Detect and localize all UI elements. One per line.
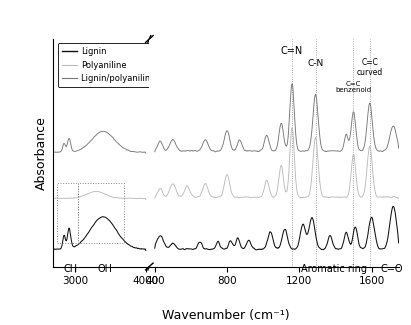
Text: C=C
benzenoid: C=C benzenoid bbox=[335, 81, 372, 93]
Text: C=C
curved: C=C curved bbox=[357, 58, 383, 77]
Text: OH: OH bbox=[98, 264, 113, 274]
Legend: Lignin, Polyaniline, Lignin/polyaniline composite: Lignin, Polyaniline, Lignin/polyaniline … bbox=[58, 43, 206, 87]
Text: C-N: C-N bbox=[307, 59, 324, 68]
Text: Wavenumber (cm⁻¹): Wavenumber (cm⁻¹) bbox=[162, 309, 290, 322]
Text: Aromatic ring: Aromatic ring bbox=[300, 264, 367, 274]
Text: CH: CH bbox=[63, 264, 78, 274]
Text: C=O: C=O bbox=[380, 264, 403, 274]
Y-axis label: Absorbance: Absorbance bbox=[35, 116, 48, 190]
Bar bbox=[78, 183, 125, 243]
Text: C=N: C=N bbox=[281, 46, 303, 56]
Bar bbox=[57, 183, 78, 243]
